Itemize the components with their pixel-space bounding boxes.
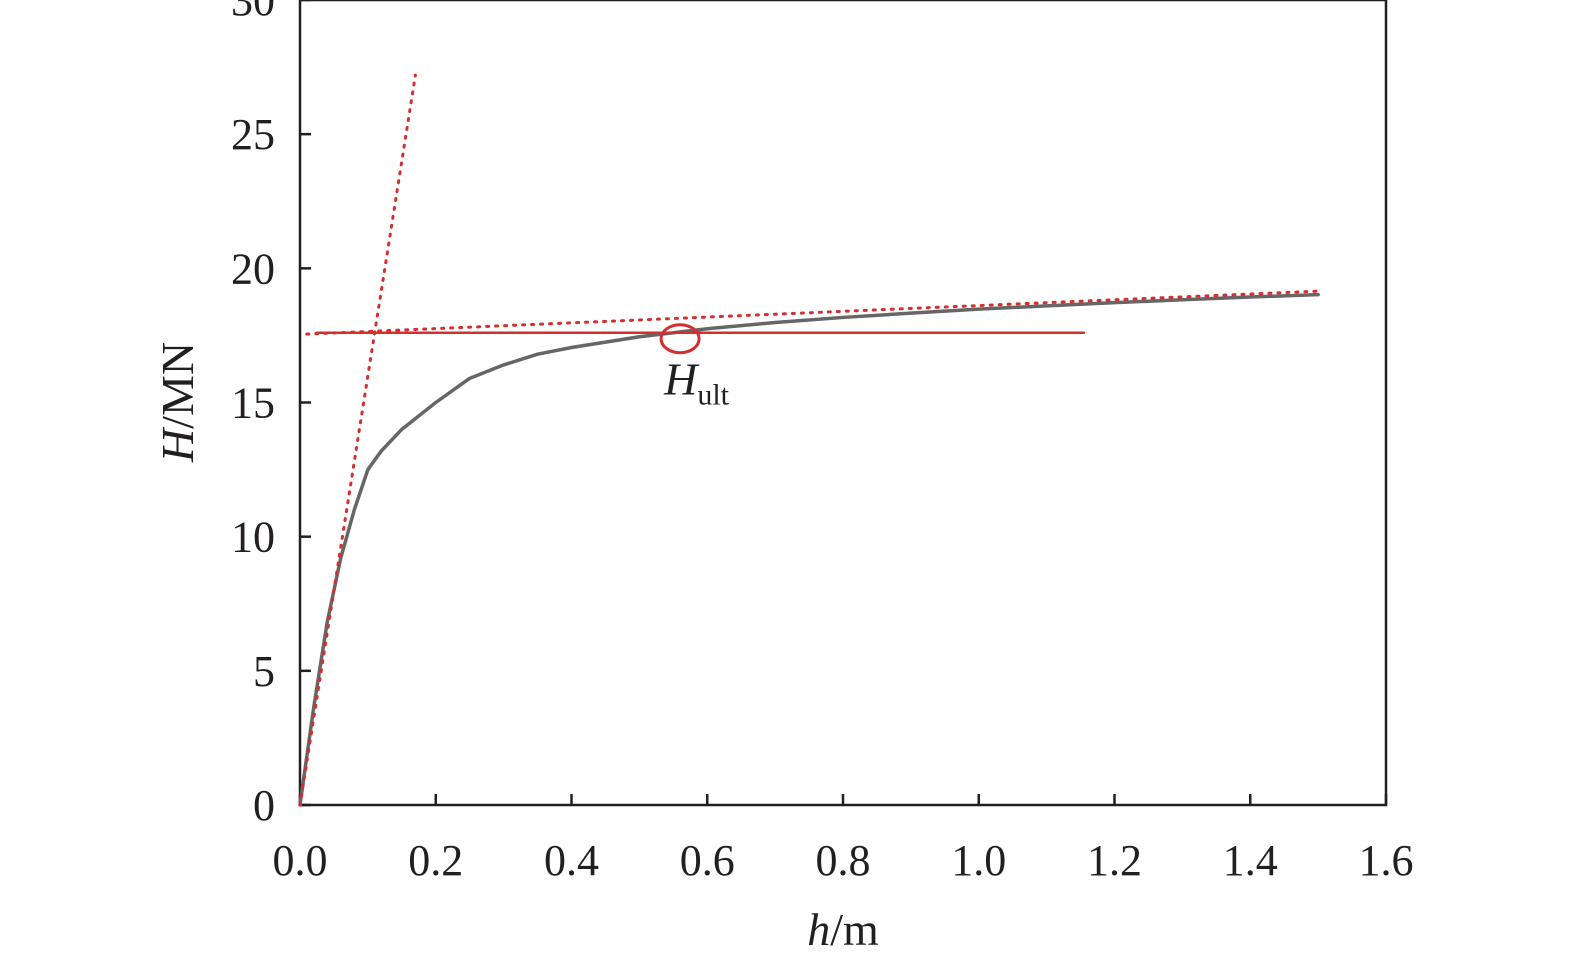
- axis-ticks: [298, 0, 1388, 807]
- x-tick-label: 0.6: [680, 836, 735, 885]
- series-layer: [298, 73, 1320, 807]
- ultimate-load-marker: [659, 323, 701, 355]
- x-tick-label: 0.4: [544, 836, 599, 885]
- x-tick-label: 1.6: [1359, 836, 1414, 885]
- ultimate-load-label: Hult: [663, 354, 730, 412]
- ultimate-load-subscript: ult: [697, 379, 729, 412]
- plot-frame: [298, 0, 1388, 807]
- load-displacement-curve: [298, 292, 1320, 807]
- ultimate-load-symbol: H: [663, 354, 700, 405]
- x-tick-label: 0.8: [816, 836, 871, 885]
- x-tick-label: 0.2: [408, 836, 463, 885]
- x-tick-label: 1.4: [1223, 836, 1278, 885]
- y-axis-var: H: [152, 426, 203, 463]
- x-axis-title: h/m: [807, 904, 879, 955]
- annotation-layer: Hult: [659, 323, 730, 412]
- x-tick-label: 1.0: [951, 836, 1006, 885]
- x-axis-unit: /m: [830, 904, 879, 955]
- initial-stiffness-tangent: [298, 73, 417, 807]
- asymptote-line: [305, 289, 1320, 336]
- y-axis-title: H/MN: [152, 342, 203, 463]
- x-tick-label: 1.2: [1087, 836, 1142, 885]
- x-axis-var: h: [807, 904, 830, 955]
- y-tick-label: 0: [253, 781, 275, 830]
- y-tick-label: 10: [231, 513, 275, 562]
- y-axis-unit: /MN: [152, 342, 203, 429]
- y-tick-label: 15: [231, 379, 275, 428]
- y-tick-label: 5: [253, 647, 275, 696]
- y-tick-label: 30: [231, 0, 275, 25]
- tick-labels: 0.0 0.2 0.4 0.6 0.8 1.0 1.2 1.4 1.6 0 5 10 15 20 25 30: [231, 0, 1414, 885]
- y-tick-label: 20: [231, 244, 275, 293]
- y-tick-label: 25: [231, 110, 275, 159]
- x-tick-label: 0.0: [273, 836, 328, 885]
